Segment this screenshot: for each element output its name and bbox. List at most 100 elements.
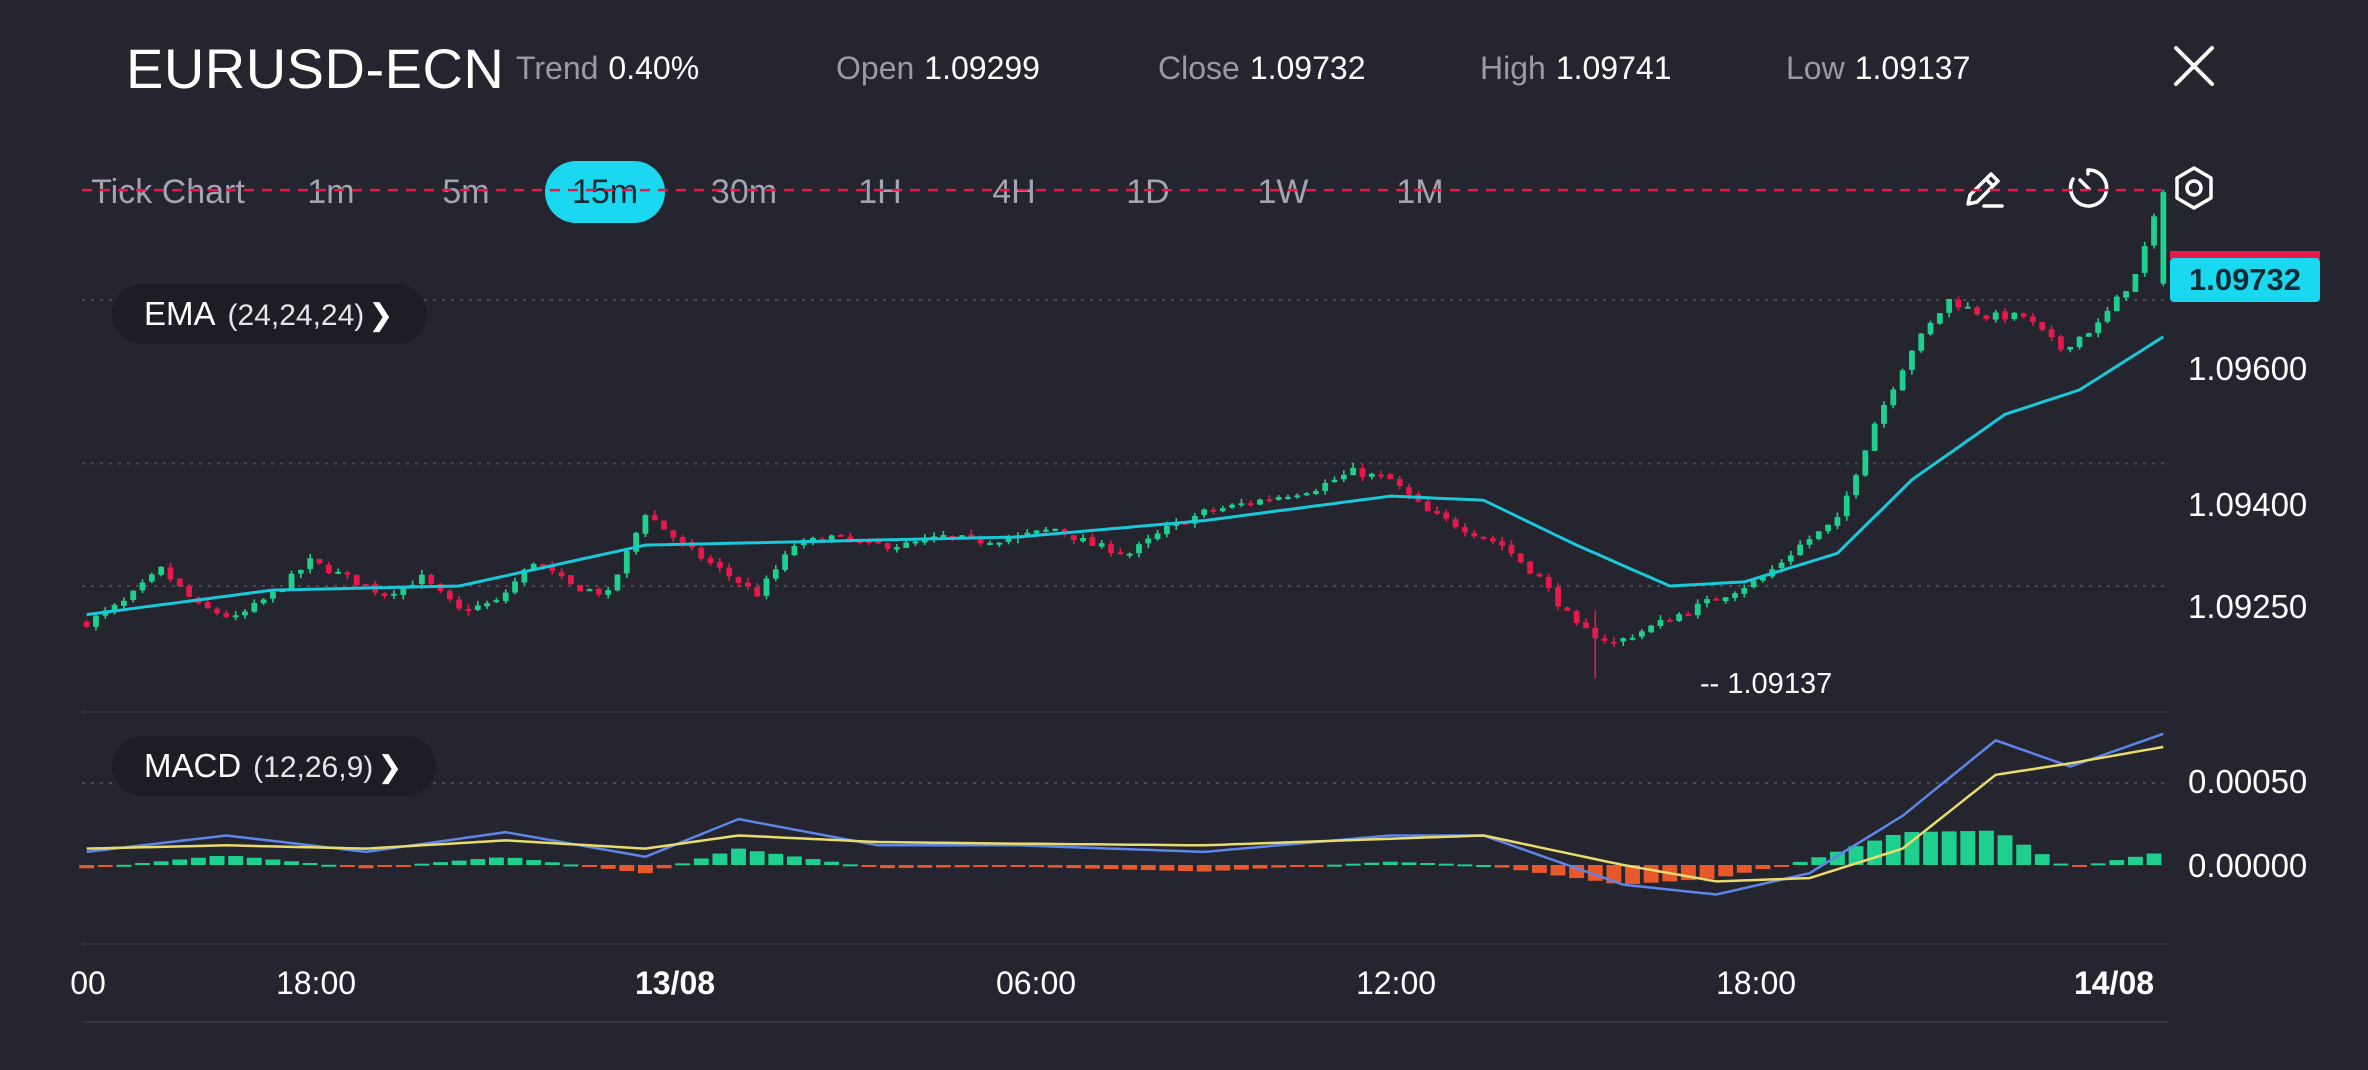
bear-candle xyxy=(167,567,174,580)
session-low-label: -- 1.09137 xyxy=(1700,668,1833,700)
bear-candle xyxy=(1434,511,1440,514)
bull-candle xyxy=(1797,544,1804,556)
bull-candle xyxy=(987,542,993,545)
bull-candle xyxy=(148,574,155,582)
macd-histogram-bar-negative xyxy=(600,865,616,869)
bull-candle xyxy=(1927,322,1934,335)
bear-candle xyxy=(344,572,351,575)
macd-histogram-bar-positive xyxy=(731,848,746,865)
macd-histogram-bar-positive xyxy=(433,862,448,865)
tab-1m[interactable]: 1m xyxy=(307,173,355,211)
macd-histogram-bar-negative xyxy=(1047,865,1063,868)
bull-candle xyxy=(1676,614,1682,621)
macd-histogram-bar-positive xyxy=(2016,844,2032,865)
bull-candle xyxy=(1862,450,1869,476)
bull-candle xyxy=(130,590,137,600)
macd-histogram-bar-negative xyxy=(619,865,635,872)
tab-4h[interactable]: 4H xyxy=(992,173,1036,211)
bull-candle xyxy=(1303,493,1310,496)
macd-histogram-bar-positive xyxy=(1978,830,1994,865)
settings-button[interactable] xyxy=(2168,162,2220,214)
bear-candle xyxy=(1070,535,1077,541)
macd-histogram-bar-positive xyxy=(488,857,504,865)
bear-candle xyxy=(707,558,714,563)
bull-candle xyxy=(512,581,518,593)
macd-histogram-bar-positive xyxy=(321,864,337,867)
bull-candle xyxy=(158,566,165,575)
tab-5m[interactable]: 5m xyxy=(442,173,490,211)
timer-button[interactable] xyxy=(2062,162,2114,214)
bear-candle xyxy=(679,537,686,543)
chart-header: EURUSD-ECN Trend 0.40% Open 1.09299 Close 1… xyxy=(0,0,2368,140)
bull-candle xyxy=(1331,479,1338,483)
bear-candle xyxy=(661,520,667,530)
bear-candle xyxy=(847,536,854,541)
tab-tick-chart[interactable]: Tick Chart xyxy=(91,173,245,211)
bull-candle xyxy=(2095,322,2102,334)
macd-histogram-bar-positive xyxy=(1438,863,1454,866)
macd-histogram-bar-negative xyxy=(395,865,411,867)
macd-histogram-bar-negative xyxy=(1215,865,1231,871)
tab-1h[interactable]: 1H xyxy=(858,173,902,211)
bull-candle xyxy=(2123,291,2129,298)
bear-candle xyxy=(754,586,761,597)
macd-histogram-bar-negative xyxy=(1736,865,1752,873)
macd-indicator-pill[interactable]: MACD (12,26,9) ❯ xyxy=(112,736,437,796)
macd-histogram-bar-positive xyxy=(2090,863,2106,866)
bear-candle xyxy=(856,540,863,543)
macd-histogram-bar-negative xyxy=(1774,865,1789,867)
macd-histogram-bar-positive xyxy=(1867,840,1883,865)
bull-candle xyxy=(111,604,118,612)
bull-candle xyxy=(121,600,127,606)
macd-histogram-bar-positive xyxy=(1382,861,1398,865)
bull-candle xyxy=(1350,467,1357,476)
bull-candle xyxy=(391,593,397,596)
trend-stat: Trend 0.40% xyxy=(516,50,699,87)
macd-histogram-bar-positive xyxy=(451,860,467,865)
bear-candle xyxy=(204,602,211,609)
macd-histogram-bar-positive xyxy=(693,858,709,865)
bear-candle xyxy=(1955,299,1962,308)
bear-candle xyxy=(540,564,546,567)
low-label: Low xyxy=(1786,50,1845,86)
time-axis-label: 18:00 xyxy=(1715,965,1797,1001)
draw-tool-button[interactable] xyxy=(1958,162,2010,214)
bear-candle xyxy=(1396,479,1403,487)
bear-candle xyxy=(1378,474,1384,477)
bear-candle xyxy=(968,534,975,537)
bear-candle xyxy=(549,565,556,572)
macd-histogram-bar-positive xyxy=(842,864,858,867)
bear-candle xyxy=(726,567,733,577)
bear-candle xyxy=(325,564,332,574)
bull-candle xyxy=(1164,525,1170,535)
bear-candle xyxy=(744,582,751,587)
timer-icon xyxy=(2068,168,2109,208)
macd-histogram-bar-negative xyxy=(861,865,877,867)
trend-label: Trend xyxy=(516,50,599,86)
macd-histogram-bar-positive xyxy=(284,861,299,865)
macd-name: MACD xyxy=(144,747,242,784)
bull-candle xyxy=(530,563,537,570)
bull-candle xyxy=(959,535,965,538)
bull-candle xyxy=(1136,544,1142,554)
macd-histogram-bar-positive xyxy=(1848,846,1864,865)
bull-candle xyxy=(1191,515,1198,524)
tab-30m[interactable]: 30m xyxy=(710,173,778,211)
bull-candle xyxy=(623,550,630,574)
bull-candle xyxy=(232,615,239,618)
ema-indicator-pill[interactable]: EMA (24,24,24) ❯ xyxy=(112,284,428,344)
macd-histogram-bar-positive xyxy=(1327,864,1342,867)
close-button[interactable] xyxy=(2170,42,2218,90)
tab-15m[interactable]: 15m xyxy=(545,161,665,223)
macd-histogram-bar-positive xyxy=(563,864,579,867)
tab-1d[interactable]: 1D xyxy=(1126,173,1170,211)
bull-candle xyxy=(1722,597,1729,602)
open-value: 1.09299 xyxy=(924,50,1040,86)
tab-1m-month[interactable]: 1M xyxy=(1396,173,1444,211)
macd-histogram-bar-negative xyxy=(1718,865,1734,877)
macd-line xyxy=(86,732,2164,896)
tab-1w[interactable]: 1W xyxy=(1257,173,1309,211)
macd-histogram-bar-negative xyxy=(97,865,113,867)
bull-candle xyxy=(1154,533,1161,539)
